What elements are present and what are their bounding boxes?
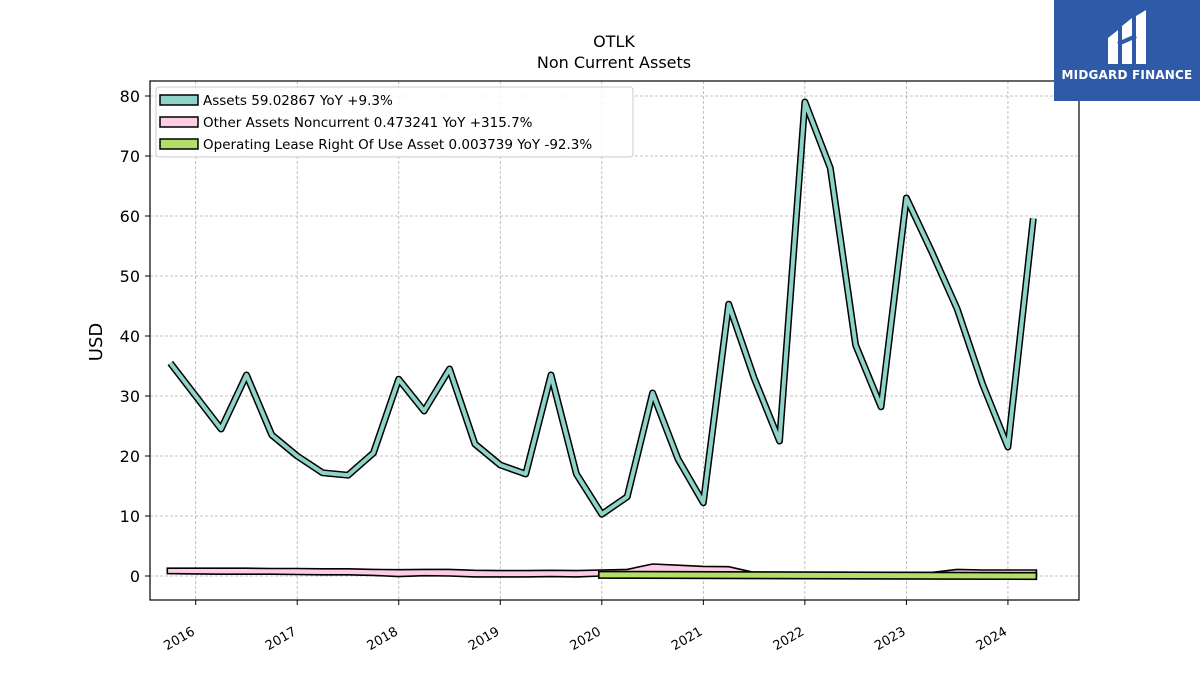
chart-title: OTLK	[593, 32, 635, 51]
y-tick-label: 50	[120, 267, 140, 286]
y-tick-label: 30	[120, 387, 140, 406]
x-tick-label: 2022	[771, 624, 807, 654]
x-tick-label: 2024	[974, 624, 1010, 654]
legend-swatch	[159, 94, 199, 106]
x-tick-label: 2020	[568, 624, 604, 654]
brand-logo: MIDGARD FINANCE	[1054, 0, 1200, 101]
x-tick-label: 2019	[466, 624, 502, 654]
x-tick-label: 2018	[365, 624, 401, 654]
y-tick-label: 0	[130, 567, 140, 586]
x-axis-ticks: 2016 2017 2018 2019 2020 2021 2022 2023 2024	[162, 600, 1010, 654]
y-tick-label: 20	[120, 447, 140, 466]
x-tick-label: 2023	[872, 624, 908, 654]
legend-label: Assets 59.02867 YoY +9.3%	[203, 93, 393, 109]
brand-name: MIDGARD FINANCE	[1061, 68, 1193, 82]
x-tick-label: 2021	[669, 624, 705, 654]
y-axis-ticks: 0 10 20 30 40 50 60 70 80	[120, 87, 150, 586]
plot-series	[166, 98, 1038, 581]
x-tick-label: 2017	[263, 624, 299, 654]
y-axis-label: USD	[86, 323, 107, 361]
y-tick-label: 60	[120, 207, 140, 226]
legend-box	[155, 86, 634, 158]
y-tick-label: 80	[120, 87, 140, 106]
series-area-2	[598, 570, 1038, 581]
grid	[150, 81, 1079, 600]
legend-swatch	[159, 138, 199, 150]
series-line-0	[168, 100, 1036, 517]
chart-subtitle: Non Current Assets	[537, 53, 691, 72]
x-tick-label: 2016	[162, 624, 198, 654]
plot-frame	[149, 80, 1080, 601]
legend-label: Operating Lease Right Of Use Asset 0.003…	[203, 137, 592, 153]
brand-mark-icon	[1108, 10, 1146, 64]
legend-label: Other Assets Noncurrent 0.473241 YoY +31…	[203, 115, 533, 131]
y-tick-label: 40	[120, 327, 140, 346]
y-tick-label: 70	[120, 147, 140, 166]
y-tick-label: 10	[120, 507, 140, 526]
legend-swatch	[159, 116, 199, 128]
legend: Assets 59.02867 YoY +9.3% Other Assets No…	[155, 86, 634, 158]
